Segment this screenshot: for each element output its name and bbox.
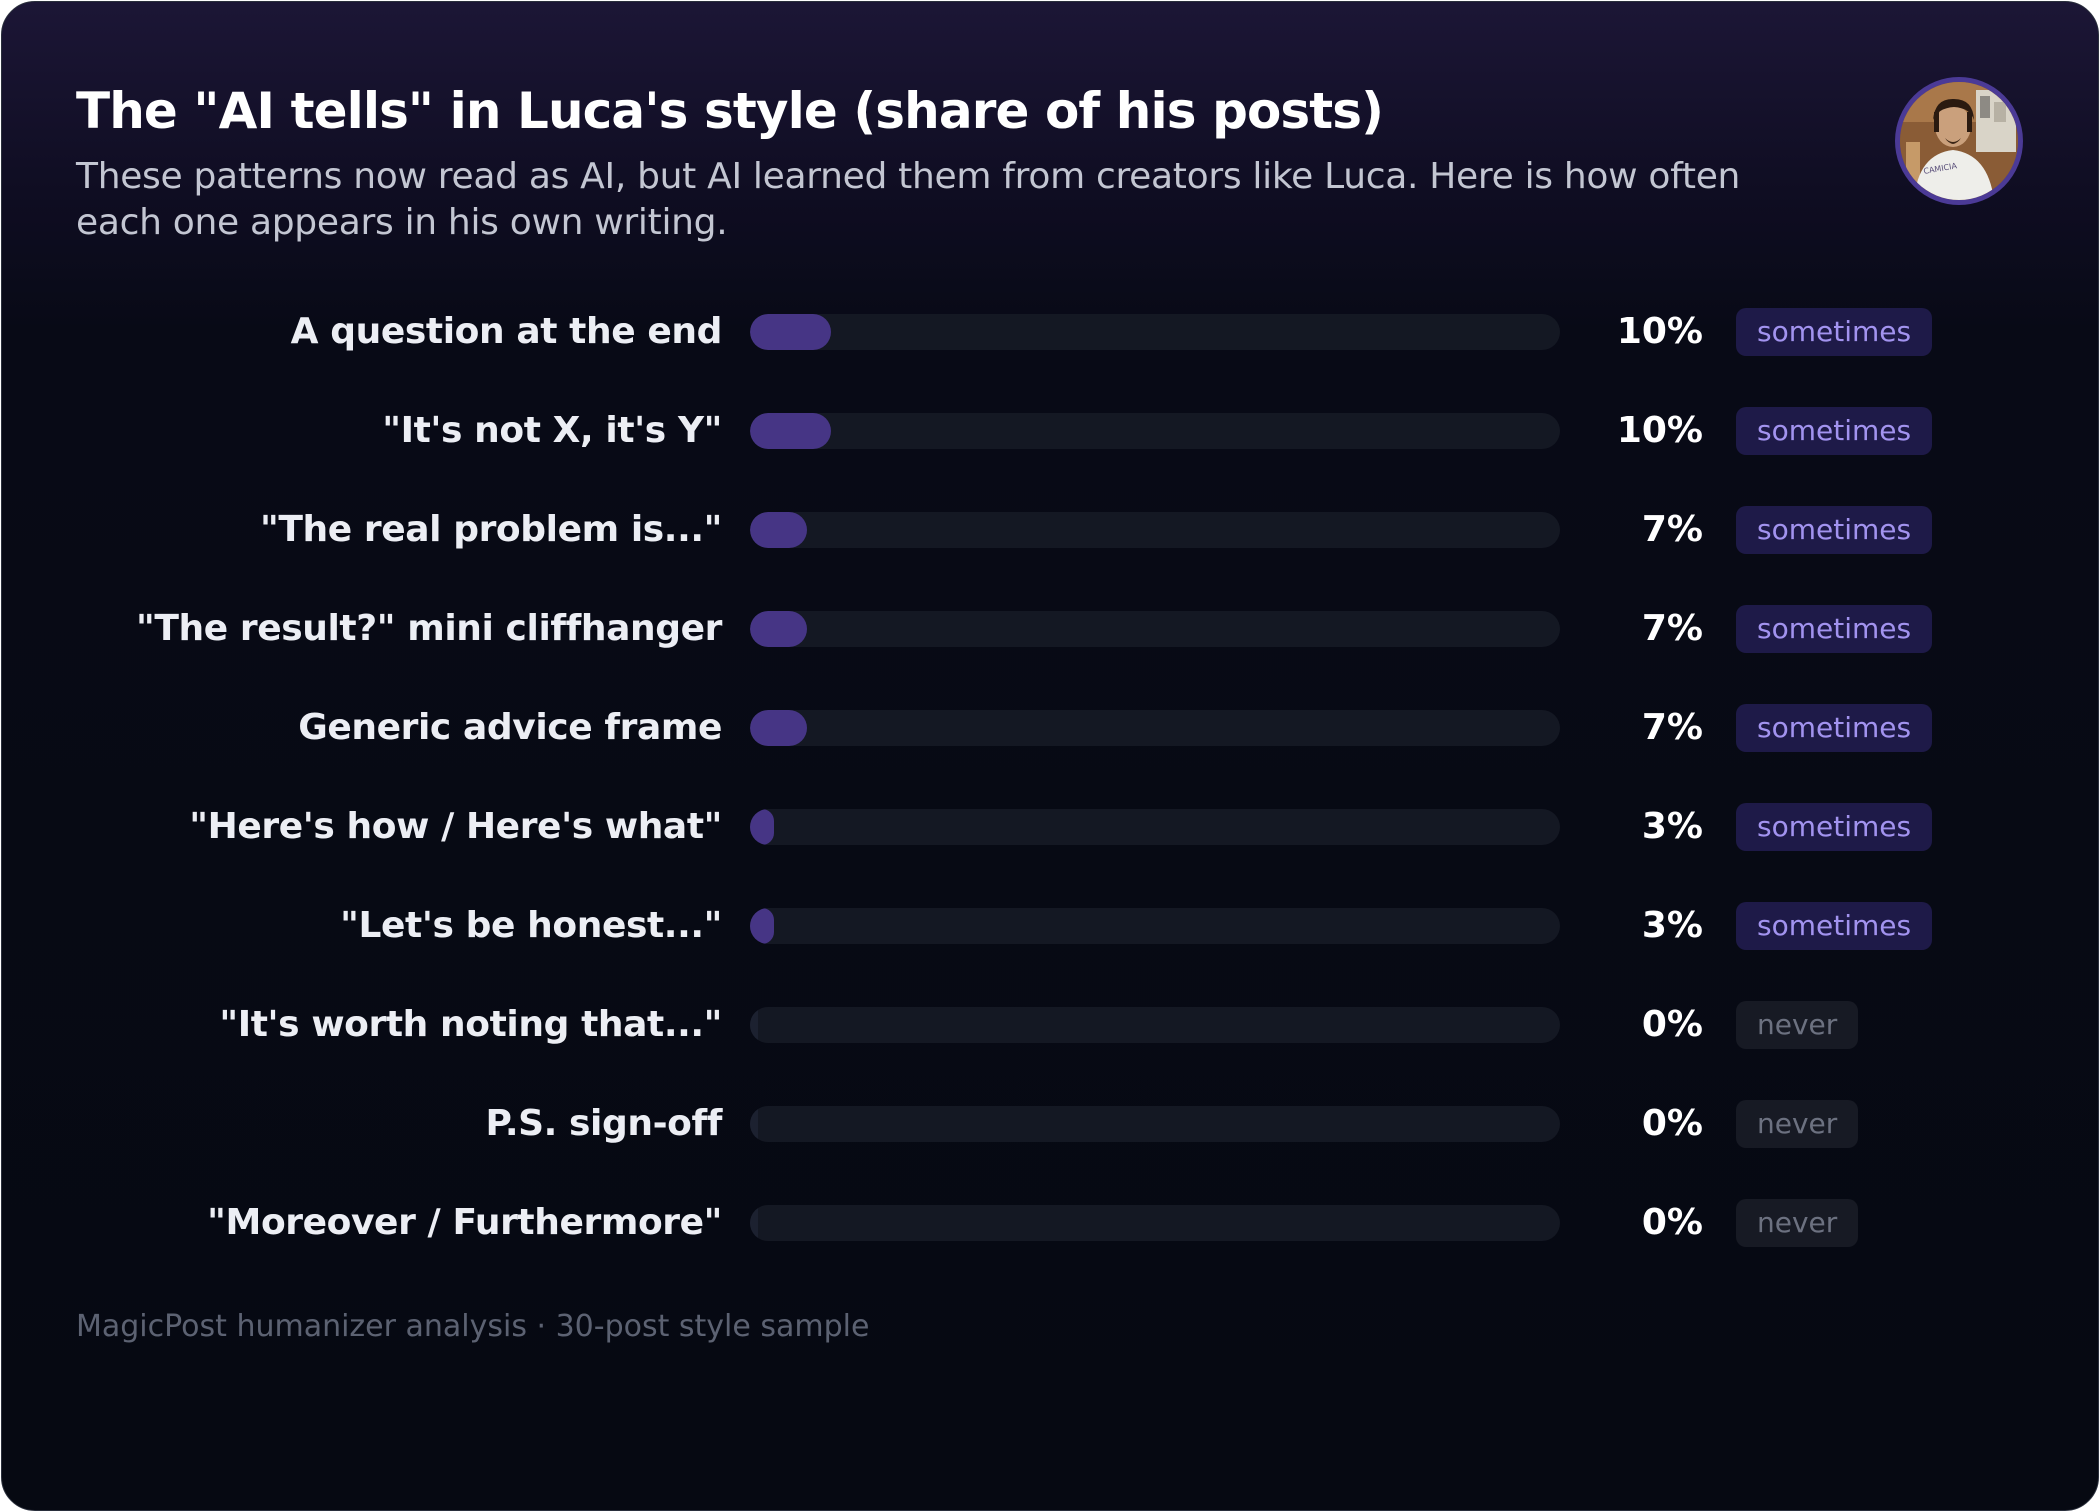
bar-value-label: 0% bbox=[1641, 1103, 1703, 1144]
bar-category-label: P.S. sign-off bbox=[485, 1103, 722, 1144]
bar-fill bbox=[750, 314, 831, 350]
bar-track bbox=[750, 710, 1560, 746]
bar-row: "Let's be honest..." 3% sometimes bbox=[2, 896, 2098, 956]
bar-row: "Here's how / Here's what" 3% sometimes bbox=[2, 797, 2098, 857]
bar-fill bbox=[750, 1205, 758, 1241]
avatar: CAMICIA bbox=[1895, 77, 2023, 205]
bar-value-label: 10% bbox=[1616, 311, 1703, 352]
bar-fill bbox=[750, 1106, 758, 1142]
frequency-badge: sometimes bbox=[1736, 803, 1933, 851]
bar-track bbox=[750, 611, 1560, 647]
bar-fill bbox=[750, 611, 807, 647]
bar-row: P.S. sign-off 0% never bbox=[2, 1094, 2098, 1154]
frequency-badge: sometimes bbox=[1736, 506, 1933, 554]
frequency-badge: sometimes bbox=[1736, 407, 1933, 455]
bar-fill bbox=[750, 512, 807, 548]
bar-track bbox=[750, 1205, 1560, 1241]
bar-category-label: "It's not X, it's Y" bbox=[382, 410, 722, 451]
chart-title: The "AI tells" in Luca's style (share of… bbox=[76, 82, 1384, 140]
chart-subtitle: These patterns now read as AI, but AI le… bbox=[76, 156, 1741, 243]
bar-category-label: "Let's be honest..." bbox=[340, 905, 722, 946]
bar-fill bbox=[750, 1007, 758, 1043]
bar-category-label: "The result?" mini cliffhanger bbox=[135, 608, 722, 649]
bar-row: "It's not X, it's Y" 10% sometimes bbox=[2, 401, 2098, 461]
bar-row: A question at the end 10% sometimes bbox=[2, 302, 2098, 362]
frequency-badge: sometimes bbox=[1736, 605, 1933, 653]
bar-fill bbox=[750, 908, 775, 944]
bar-track bbox=[750, 512, 1560, 548]
bar-fill bbox=[750, 710, 807, 746]
bar-value-label: 0% bbox=[1641, 1004, 1703, 1045]
frequency-badge: sometimes bbox=[1736, 308, 1933, 356]
bar-value-label: 7% bbox=[1641, 707, 1703, 748]
bar-track bbox=[750, 1007, 1560, 1043]
bar-row: "The result?" mini cliffhanger 7% sometime… bbox=[2, 599, 2098, 659]
bar-fill bbox=[750, 413, 831, 449]
bar-row: "It's worth noting that..." 0% never bbox=[2, 995, 2098, 1055]
frequency-badge: sometimes bbox=[1736, 902, 1933, 950]
bar-row: Generic advice frame 7% sometimes bbox=[2, 698, 2098, 758]
avatar-portrait-image: CAMICIA bbox=[1900, 82, 2018, 200]
bar-track bbox=[750, 1106, 1560, 1142]
bar-row: "Moreover / Furthermore" 0% never bbox=[2, 1193, 2098, 1253]
source-footnote: MagicPost humanizer analysis · 30-post s… bbox=[76, 1309, 870, 1344]
bar-track bbox=[750, 908, 1560, 944]
bar-category-label: "Moreover / Furthermore" bbox=[207, 1202, 722, 1243]
bar-value-label: 3% bbox=[1641, 905, 1703, 946]
frequency-badge: never bbox=[1736, 1001, 1859, 1049]
bar-value-label: 3% bbox=[1641, 806, 1703, 847]
bar-category-label: "It's worth noting that..." bbox=[219, 1004, 722, 1045]
bar-category-label: "The real problem is..." bbox=[259, 509, 722, 550]
bar-category-label: "Here's how / Here's what" bbox=[189, 806, 722, 847]
bar-value-label: 10% bbox=[1616, 410, 1703, 451]
frequency-badge: sometimes bbox=[1736, 704, 1933, 752]
bar-value-label: 7% bbox=[1641, 509, 1703, 550]
bar-row: "The real problem is..." 7% sometimes bbox=[2, 500, 2098, 560]
frequency-badge: never bbox=[1736, 1199, 1859, 1247]
bar-track bbox=[750, 809, 1560, 845]
bar-fill bbox=[750, 809, 775, 845]
frequency-badge: never bbox=[1736, 1100, 1859, 1148]
bar-value-label: 7% bbox=[1641, 608, 1703, 649]
bar-value-label: 0% bbox=[1641, 1202, 1703, 1243]
bar-category-label: Generic advice frame bbox=[298, 707, 722, 748]
bar-track bbox=[750, 413, 1560, 449]
bar-category-label: A question at the end bbox=[290, 311, 723, 352]
bar-track bbox=[750, 314, 1560, 350]
